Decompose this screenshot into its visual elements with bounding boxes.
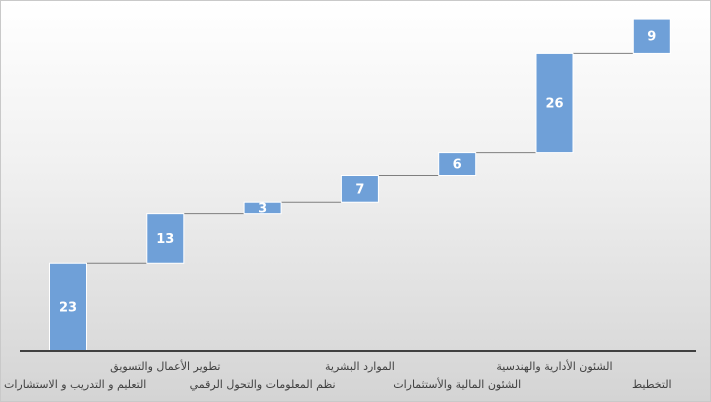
category-label: الشئون المالية والأستثمارات xyxy=(393,377,521,391)
bar xyxy=(535,52,574,154)
data-label: 26 xyxy=(545,97,563,112)
category-label: الموارد البشرية xyxy=(325,360,395,373)
data-label: 6 xyxy=(453,158,462,173)
bar xyxy=(146,213,185,264)
data-label: 13 xyxy=(156,232,174,247)
category-label: تطوير الأعمال والتسويق xyxy=(110,359,220,374)
bar xyxy=(243,201,282,215)
category-label: الشئون الأدارية والهندسية xyxy=(496,359,612,373)
category-label: التخطيط xyxy=(632,378,672,391)
category-label: التعليم و التدريب و الاستشارات xyxy=(4,378,146,391)
bar xyxy=(632,18,671,54)
bar xyxy=(340,175,379,203)
category-label: نظم المعلومات والتحول الرقمي xyxy=(190,378,336,391)
data-label: 3 xyxy=(258,201,267,216)
data-label: 9 xyxy=(647,30,656,45)
data-label: 23 xyxy=(59,301,77,316)
bar xyxy=(438,152,477,176)
data-label: 7 xyxy=(355,182,364,197)
bar xyxy=(49,262,87,352)
